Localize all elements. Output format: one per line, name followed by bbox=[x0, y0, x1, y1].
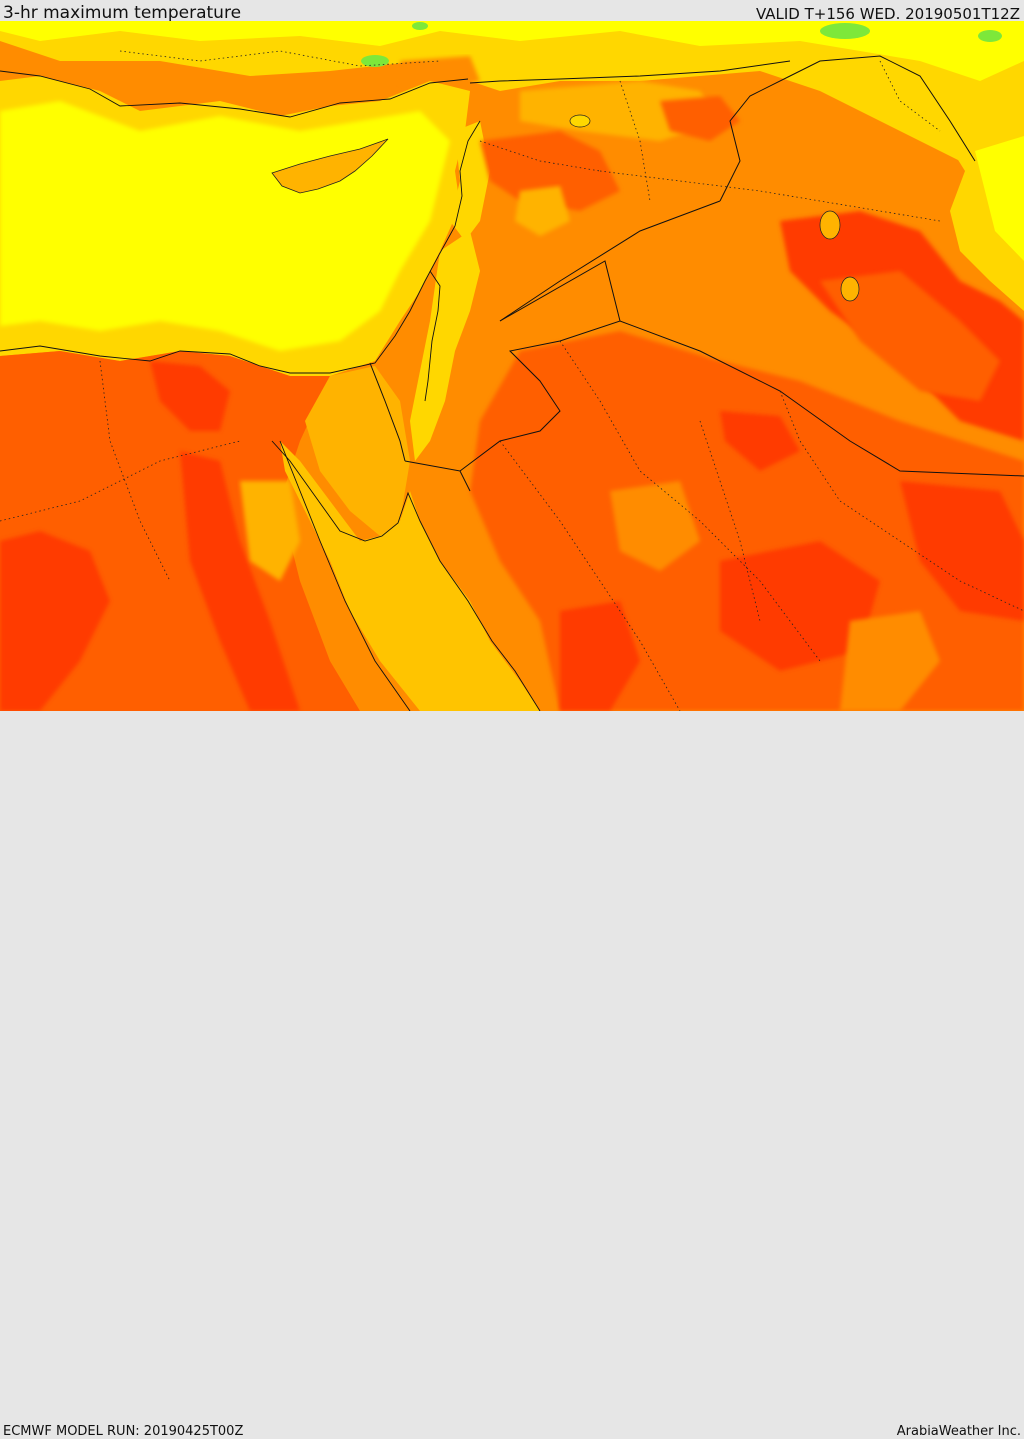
coastlines bbox=[0, 70, 541, 711]
syria-amber bbox=[515, 186, 570, 236]
temperature-map bbox=[0, 21, 1024, 711]
internal-boundaries bbox=[0, 50, 1024, 711]
egypt-red bbox=[150, 361, 230, 431]
saudi-red bbox=[900, 481, 1024, 621]
saudi-orange bbox=[610, 481, 700, 571]
cool-spot bbox=[978, 30, 1002, 42]
lake bbox=[840, 276, 860, 302]
syria-dark bbox=[660, 96, 740, 141]
country-borders bbox=[369, 55, 1024, 492]
levant-yellow bbox=[410, 231, 480, 461]
syria-dark bbox=[480, 131, 620, 211]
valid-time-label: VALID T+156 WED. 20190501T12Z bbox=[755, 5, 1020, 23]
footer-bar: ECMWF MODEL RUN: 20190425T00Z ArabiaWeat… bbox=[0, 711, 1024, 1439]
saudi-red bbox=[560, 601, 640, 711]
map-title: 3-hr maximum temperature bbox=[3, 3, 242, 23]
sinai-amber bbox=[305, 366, 410, 536]
red-sea bbox=[280, 441, 540, 711]
nile-red bbox=[180, 451, 300, 711]
saudi-red bbox=[720, 411, 800, 471]
zagros-cool bbox=[975, 136, 1024, 261]
cyprus bbox=[271, 138, 389, 194]
turkey-warm-band bbox=[0, 21, 1024, 161]
iraq-dark bbox=[820, 271, 1000, 401]
saudi-red bbox=[720, 541, 880, 671]
cool-spot bbox=[361, 55, 389, 67]
egypt-amber bbox=[240, 481, 300, 581]
levant-coast bbox=[450, 121, 490, 241]
saudi-orange bbox=[840, 611, 940, 711]
header-bar: 3-hr maximum temperature VALID T+156 WED… bbox=[0, 0, 1024, 23]
cool-spot bbox=[412, 22, 428, 30]
egypt-red bbox=[0, 531, 110, 711]
lake bbox=[819, 210, 841, 240]
model-run-label: ECMWF MODEL RUN: 20190425T00Z bbox=[3, 1424, 244, 1439]
lake bbox=[569, 114, 591, 128]
turkey-orange-patch bbox=[400, 56, 480, 91]
turkey-cool-band bbox=[0, 21, 1024, 81]
cool-spot bbox=[820, 23, 870, 39]
credit-label: ArabiaWeather Inc. bbox=[896, 1424, 1021, 1439]
